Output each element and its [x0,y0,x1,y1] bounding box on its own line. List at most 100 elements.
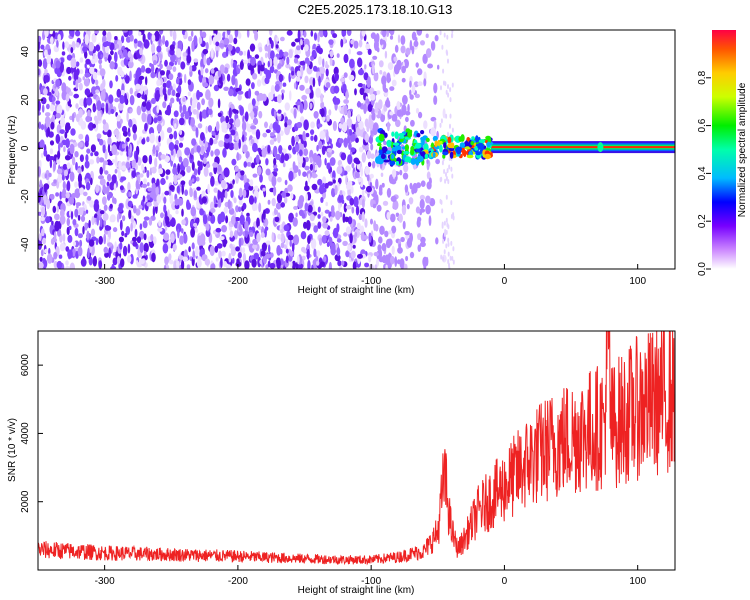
spectrogram-cell [171,89,176,97]
spectrogram-cell [237,94,242,101]
spectrogram-cell [210,150,214,157]
spectrogram-cell [365,43,371,50]
band-blob [466,137,471,142]
spectrogram-cell [254,196,257,204]
spectrogram-cell [82,225,85,235]
spectrogram-cell [284,122,288,128]
spectrogram-cell [38,233,42,241]
spectrogram-cell [416,30,423,36]
spectrogram-cell [192,98,198,104]
spectrogram-cell [281,190,287,198]
spectrogram-cell [252,244,258,250]
spectrogram-cell [200,145,205,155]
spectrogram-cell [290,192,294,200]
spectrogram-cell [176,96,180,102]
spectrogram-cell [332,179,336,184]
spectrogram-cell [445,171,447,177]
spectrogram-cell [41,206,46,216]
spectrogram-cell [162,82,167,89]
spectrogram-cell [170,217,176,228]
spectrogram-cell [90,152,94,157]
spectrogram-cell [340,152,347,161]
spectrogram-cell [443,249,446,255]
spectrogram-cell [319,66,325,71]
spectrogram-cell [429,198,436,207]
spectrogram-cell [408,197,414,205]
spectrogram-cell [340,117,345,125]
spectrogram-cell [253,252,260,260]
spectrogram-cell [285,238,289,246]
spectrogram-cell [288,49,293,59]
spectrogram-cell [389,111,394,116]
spectrogram-cell [89,159,95,165]
spectrogram-cell [209,245,215,257]
spectrogram-cell [354,231,358,238]
spectrogram-cell [209,34,212,46]
spectrogram-cell [94,151,99,157]
spectrogram-cell [154,91,160,102]
spectrogram-cell [201,31,207,39]
spectrogram-cell [268,244,271,253]
band-blob [378,149,383,155]
spectrogram-cell [265,158,269,166]
snr-y-ticks: 2000 4000 6000 [20,354,43,513]
spectrogram-cell [282,162,286,168]
band-blob [477,142,484,150]
spectrogram-cell [79,154,84,162]
spectrogram-cell [299,30,303,38]
spectrogram-cell [373,72,379,82]
spectrogram-cell [264,226,269,231]
spectrogram-cell [349,129,353,136]
spectrogram-cell [156,178,160,188]
spectrogram-cell [245,78,251,86]
spectrogram-cell [55,192,59,197]
band-blob [425,137,430,143]
spectrogram-cell [411,84,416,94]
spectrogram-cell [235,46,241,54]
band-blob [389,160,396,166]
spectrogram-cell [404,184,409,193]
spectrogram-cell [276,258,281,269]
spectrogram-cell [59,129,65,135]
spectrogram-cell [132,194,138,199]
spectrogram-cell [370,143,374,151]
spectrogram-cell [164,93,168,102]
spectrogram-cell [364,88,370,94]
spectrogram-cell [149,62,153,67]
spectrogram-cell [298,142,304,153]
spectrogram-cell [346,118,353,128]
spectrogram-cell [244,220,249,231]
spectrogram-cell [444,232,446,237]
spectrogram-cell [326,147,333,153]
spectrogram-cell [360,166,364,177]
spectrogram-cell [286,119,292,126]
spectrogram-cell [172,66,177,72]
spectrogram-cell [142,220,148,229]
spectrogram-cell [108,247,111,259]
spectrogram-cell [78,207,84,216]
spectrogram-cell [205,125,208,134]
spectrogram-cell [428,215,432,227]
spectrogram-cell [42,58,48,70]
spectrogram-x-ticks: -300 -200 -100 0 100 [95,264,646,287]
spectrogram-cell [244,260,250,269]
spectrogram-cell [244,111,249,122]
spectrogram-cell [84,222,88,231]
spectrogram-cell [307,259,311,269]
spectrogram-cell [114,43,120,49]
spectrogram-cell [135,83,141,90]
spectrogram-cell [181,184,184,195]
spectrogram-cell [238,237,242,248]
band-blob [462,150,467,156]
spectrogram-cell [259,64,265,72]
spectrogram-cell [40,97,47,105]
band-blob [404,144,409,152]
spectrogram-cell [420,236,426,244]
spectrogram-cell [280,152,285,164]
spectrogram-cell [104,170,109,175]
spectrogram-cell [64,131,68,139]
spectrogram-cell [95,79,99,86]
spectrogram-cell [116,213,120,223]
spectrogram-cell [162,101,167,109]
